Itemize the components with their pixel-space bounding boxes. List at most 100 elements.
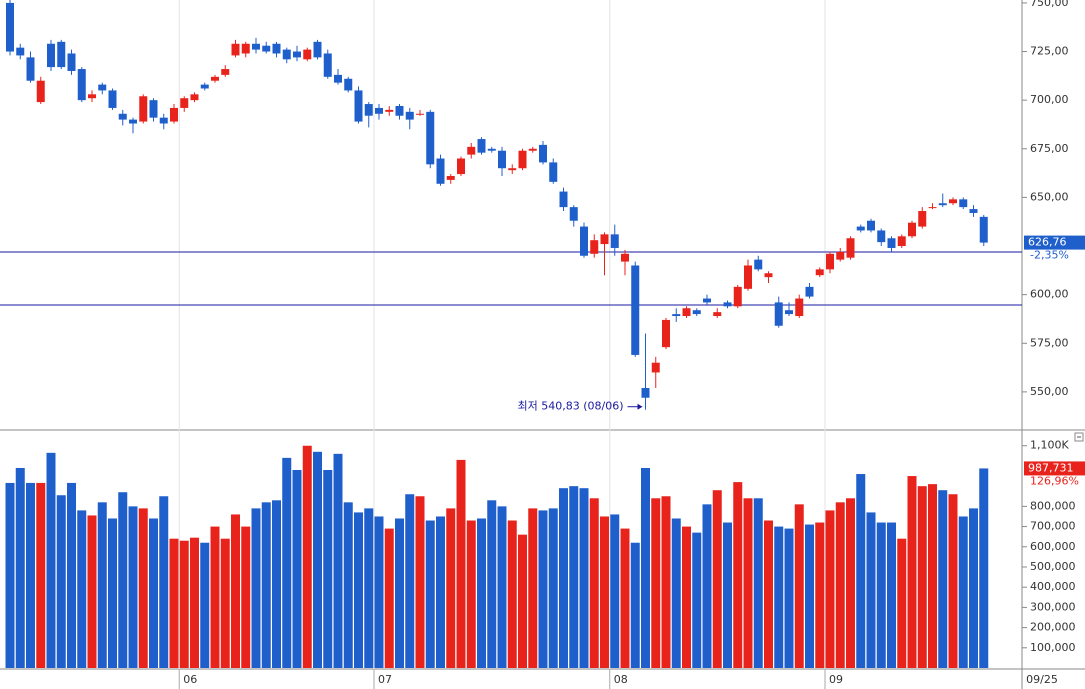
- volume-bar: [333, 453, 343, 668]
- volume-bar: [815, 522, 825, 668]
- candle-body: [569, 207, 578, 221]
- candle-body: [88, 94, 96, 99]
- volume-bar: [559, 488, 568, 668]
- volume-bar: [67, 482, 76, 668]
- candle-body: [928, 207, 937, 209]
- candle-body: [108, 90, 117, 108]
- candle-body: [713, 312, 722, 317]
- candle-body: [26, 57, 35, 81]
- candle-body: [887, 238, 896, 248]
- candle-body: [836, 251, 845, 260]
- candle-body: [67, 53, 76, 71]
- candle-body: [795, 298, 804, 317]
- volume-bar: [26, 482, 35, 668]
- candle-body: [508, 168, 517, 171]
- volume-bar: [630, 542, 640, 668]
- candle-body: [139, 96, 148, 122]
- volume-bar: [846, 498, 855, 668]
- volume-bar: [958, 516, 968, 668]
- candle-body: [539, 144, 547, 163]
- volume-bar: [497, 506, 507, 668]
- candle-body: [303, 49, 312, 60]
- volume-bar: [56, 495, 66, 668]
- y-tick-label: 725,00: [1030, 45, 1069, 58]
- volume-bar: [528, 508, 538, 668]
- x-tick-label: 07: [378, 673, 392, 686]
- ratio-label: 126,96%: [1030, 474, 1079, 487]
- volume-bar: [364, 508, 374, 668]
- candle-body: [580, 226, 588, 256]
- candle-body: [672, 314, 681, 317]
- volume-bar: [405, 494, 415, 668]
- volume-bar: [415, 496, 425, 668]
- y-tick-label: 1,100K: [1030, 439, 1069, 452]
- y-tick-label: 700,000: [1030, 520, 1076, 533]
- candle-body: [190, 94, 199, 101]
- volume-bar: [159, 496, 169, 668]
- volume-bar: [118, 492, 128, 668]
- candle-body: [36, 80, 45, 103]
- y-tick-label: 575,00: [1030, 336, 1069, 349]
- volume-bar: [190, 537, 199, 668]
- volume-bar: [887, 522, 896, 668]
- change-label: -2,35%: [1030, 249, 1069, 262]
- candle-body: [621, 253, 629, 262]
- candle-body: [405, 111, 414, 120]
- candle-body: [897, 236, 906, 247]
- volume-bar: [733, 482, 743, 668]
- volume-bar: [917, 486, 927, 668]
- candle-body: [170, 107, 178, 122]
- volume-bar: [302, 445, 312, 668]
- candle-body: [313, 41, 322, 58]
- volume-bar: [251, 508, 261, 668]
- candle-body: [487, 148, 496, 151]
- y-tick-label: 700,00: [1030, 93, 1069, 106]
- candle-body: [354, 90, 363, 122]
- candle-body: [764, 273, 773, 278]
- candle-body: [549, 162, 558, 182]
- candle-body: [703, 298, 711, 303]
- candle-body: [754, 259, 763, 270]
- x-tick-label: 09: [829, 673, 843, 686]
- volume-bar: [784, 528, 794, 668]
- volume-bar: [149, 518, 158, 668]
- volume-bar: [507, 520, 517, 668]
- candle-body: [344, 78, 353, 91]
- volume-bar: [907, 476, 917, 668]
- volume-bar: [928, 484, 937, 668]
- candle-body: [785, 310, 793, 315]
- candle-body: [856, 226, 865, 231]
- last-volume-box: [1024, 461, 1085, 476]
- volume-bar: [456, 459, 466, 668]
- candle-body: [262, 45, 271, 52]
- volume-bar: [179, 540, 189, 668]
- volume-bar: [313, 451, 322, 668]
- y-tick-label: 600,000: [1030, 540, 1076, 553]
- volume-bar: [794, 504, 804, 668]
- candle-body: [815, 269, 824, 276]
- y-tick-label: 675,00: [1030, 142, 1069, 155]
- volume-bar: [272, 500, 281, 668]
- candle-body: [385, 109, 394, 112]
- volume-bar: [425, 520, 435, 668]
- candle-body: [949, 199, 957, 204]
- volume-bar: [538, 510, 548, 668]
- y-tick-label: 500,000: [1030, 560, 1076, 573]
- y-tick-label: 100,000: [1030, 641, 1076, 654]
- volume-bar: [282, 457, 292, 668]
- candle-body: [180, 98, 189, 108]
- volume-bar: [220, 538, 230, 668]
- candle-body: [241, 43, 250, 54]
- volume-bar: [343, 502, 353, 668]
- candle-body: [334, 74, 342, 83]
- candle-body: [221, 69, 230, 75]
- volume-bar: [743, 498, 753, 668]
- candle-body: [692, 310, 701, 315]
- candle-body: [16, 47, 25, 56]
- candle-body: [867, 220, 875, 231]
- candle-body: [918, 211, 927, 227]
- volume-bar: [384, 528, 394, 668]
- volume-bar: [651, 498, 661, 668]
- volume-bar: [128, 506, 138, 668]
